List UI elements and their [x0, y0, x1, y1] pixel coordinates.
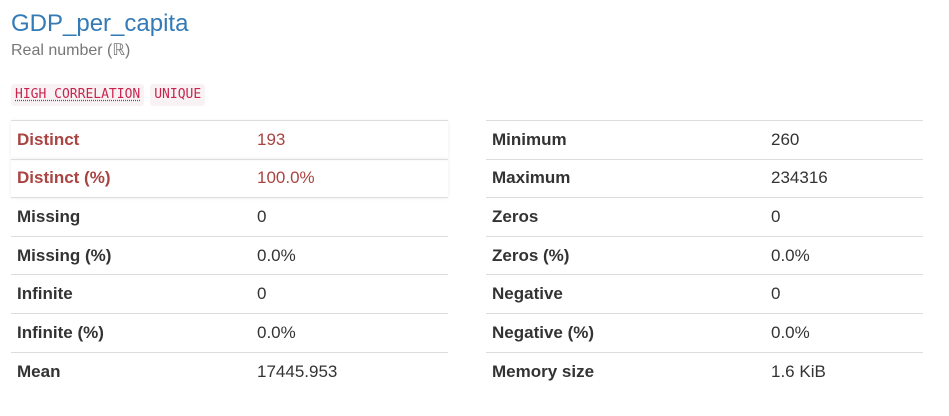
stat-row-missing-pct: Missing (%) 0.0%: [11, 235, 448, 275]
stat-label: Mean: [11, 351, 251, 391]
stat-value: 0.0%: [251, 235, 448, 275]
high-correlation-badge[interactable]: HIGH CORRELATION: [11, 84, 145, 106]
variable-type: Real number (ℝ): [11, 42, 131, 59]
stat-value: 0.0%: [765, 312, 923, 353]
stat-row-minimum: Minimum 260: [486, 120, 923, 160]
stat-value: 0: [251, 274, 448, 314]
stat-label: Infinite (%): [11, 312, 251, 353]
stat-row-distinct: Distinct 193: [11, 120, 448, 160]
stat-label: Negative (%): [486, 312, 765, 353]
stat-row-infinite-pct: Infinite (%) 0.0%: [11, 312, 448, 353]
stat-value: 193: [251, 120, 448, 160]
stat-row-zeros-pct: Zeros (%) 0.0%: [486, 235, 923, 275]
stat-value: 260: [765, 120, 923, 160]
stat-value: 0: [251, 197, 448, 237]
stat-row-infinite: Infinite 0: [11, 274, 448, 314]
stat-value: 0: [765, 274, 923, 314]
stat-label: Memory size: [486, 351, 765, 391]
stat-value: 234316: [765, 158, 923, 198]
stat-value: 17445.953: [251, 351, 448, 391]
stat-row-maximum: Maximum 234316: [486, 158, 923, 198]
stat-label: Zeros: [486, 197, 765, 237]
stat-label: Missing: [11, 197, 251, 237]
stat-row-distinct-pct: Distinct (%) 100.0%: [11, 158, 448, 198]
stat-label: Minimum: [486, 120, 765, 160]
stat-value: 1.6 KiB: [765, 351, 923, 391]
stat-row-negative-pct: Negative (%) 0.0%: [486, 312, 923, 353]
stat-label: Negative: [486, 274, 765, 314]
stat-label: Missing (%): [11, 235, 251, 275]
stat-value: 0.0%: [251, 312, 448, 353]
stat-row-mean: Mean 17445.953: [11, 351, 448, 391]
unique-badge: UNIQUE: [150, 84, 206, 106]
stat-value: 0.0%: [765, 235, 923, 275]
stat-label: Infinite: [11, 274, 251, 314]
stat-label: Maximum: [486, 158, 765, 198]
stat-row-missing: Missing 0: [11, 197, 448, 237]
stat-row-negative: Negative 0: [486, 274, 923, 314]
stat-value: 0: [765, 197, 923, 237]
stat-label: Distinct (%): [11, 158, 251, 198]
stat-row-memory-size: Memory size 1.6 KiB: [486, 351, 923, 391]
stat-value: 100.0%: [251, 158, 448, 198]
variable-name: GDP_per_capita: [11, 10, 189, 37]
stat-row-zeros: Zeros 0: [486, 197, 923, 237]
left-stats-table: Distinct 193 Distinct (%) 100.0% Missing…: [11, 120, 448, 391]
stat-label: Zeros (%): [486, 235, 765, 275]
alert-badges: HIGH CORRELATION UNIQUE: [11, 84, 206, 106]
right-stats-table: Minimum 260 Maximum 234316 Zeros 0 Zeros…: [486, 120, 923, 391]
stat-label: Distinct: [11, 120, 251, 160]
